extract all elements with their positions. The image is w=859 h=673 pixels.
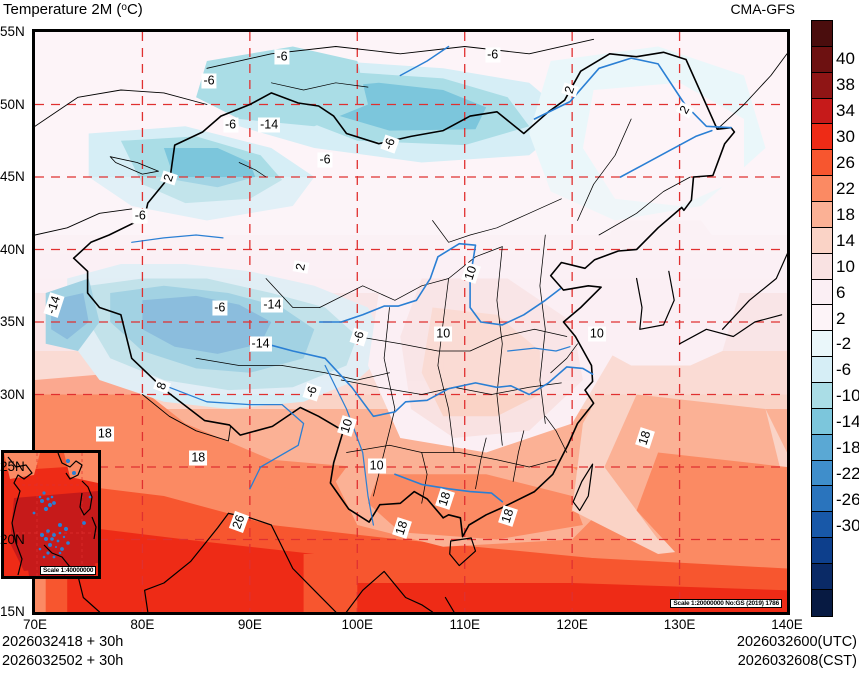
contour-label: 10 — [434, 326, 452, 341]
colorbar-band — [812, 357, 832, 383]
colorbar-band — [812, 486, 832, 512]
lat-tick-50n: 50N — [0, 97, 32, 112]
colorbar-band — [812, 254, 832, 280]
colorbar-tick: -14 — [836, 412, 859, 432]
colorbar[interactable] — [811, 20, 833, 617]
colorbar-band — [812, 176, 832, 202]
colorbar-tick: 10 — [836, 257, 855, 277]
colorbar-band — [812, 202, 832, 228]
lon-tick-80e: 80E — [130, 617, 154, 632]
colorbar-tick: -22 — [836, 464, 859, 484]
contour-label: -14 — [261, 297, 283, 312]
colorbar-band — [812, 590, 832, 616]
colorbar-tick: 40 — [836, 49, 855, 69]
model-name-label: CMA-GFS — [730, 1, 795, 17]
contour-label: 10 — [368, 458, 386, 473]
colorbar-tick: -2 — [836, 334, 851, 354]
contour-label: -6 — [485, 48, 500, 63]
lat-tick-20n: 20N — [0, 532, 32, 547]
colorbar-band — [812, 280, 832, 306]
inset-scale-label: Scale 1:40000000 — [40, 566, 96, 575]
colorbar-band — [812, 331, 832, 357]
colorbar-tick: 26 — [836, 153, 855, 173]
footer-init-utc: 2026032418 + 30h — [2, 634, 123, 650]
lat-tick-30n: 30N — [0, 387, 32, 402]
page-title: Temperature 2M (oC) — [3, 1, 143, 18]
colorbar-band — [812, 21, 832, 47]
lon-tick-90e: 90E — [238, 617, 262, 632]
footer-valid-utc: 2026032600(UTC) — [737, 634, 857, 650]
colorbar-band — [812, 409, 832, 435]
colorbar-tick: -6 — [836, 360, 851, 380]
footer-valid-cst: 2026032608(CST) — [738, 653, 857, 669]
colorbar-tick: -30 — [836, 516, 859, 536]
colorbar-band — [812, 383, 832, 409]
colorbar-tick: 34 — [836, 101, 855, 121]
colorbar-band — [812, 512, 832, 538]
colorbar-band — [812, 564, 832, 590]
colorbar-tick: 14 — [836, 231, 855, 251]
lon-tick-110e: 110E — [449, 617, 480, 632]
footer-init-cst: 2026032502 + 30h — [2, 653, 123, 669]
colorbar-band — [812, 435, 832, 461]
colorbar-band — [812, 73, 832, 99]
colorbar-band — [812, 124, 832, 150]
contour-label: 10 — [588, 326, 606, 341]
lat-tick-55n: 55N — [0, 24, 32, 39]
colorbar-tick: 38 — [836, 75, 855, 95]
contour-label: 2 — [293, 260, 310, 273]
contour-label: -14 — [250, 336, 272, 351]
contour-label: -6 — [223, 117, 238, 132]
page-title-suffix: C) — [127, 1, 143, 18]
colorbar-tick: 22 — [836, 179, 855, 199]
contour-label: -6 — [317, 152, 332, 167]
lon-tick-130e: 130E — [664, 617, 696, 632]
colorbar-band — [812, 228, 832, 254]
contour-label: 18 — [96, 426, 114, 441]
colorbar-band — [812, 150, 832, 176]
colorbar-band — [812, 99, 832, 125]
colorbar-band — [812, 461, 832, 487]
colorbar-tick: 6 — [836, 283, 845, 303]
map-canvas — [35, 32, 787, 612]
colorbar-tick: 2 — [836, 309, 845, 329]
lat-tick-35n: 35N — [0, 314, 32, 329]
page-title-prefix: Temperature 2M ( — [3, 1, 121, 18]
contour-label: -6 — [212, 300, 227, 315]
colorbar-tick: 30 — [836, 127, 855, 147]
contour-label: 18 — [189, 451, 207, 466]
contour-label: -6 — [133, 209, 148, 224]
map-frame[interactable]: Scale 1:20000000 No:GS (2019) 1786 — [32, 29, 790, 615]
map-scale-label: Scale 1:20000000 No:GS (2019) 1786 — [670, 599, 782, 608]
lat-tick-25n: 25N — [0, 459, 32, 474]
colorbar-band — [812, 538, 832, 564]
contour-label: -14 — [258, 117, 280, 132]
colorbar-tick: -18 — [836, 438, 859, 458]
colorbar-tick: -10 — [836, 386, 859, 406]
temperature-map-page: Temperature 2M (oC) CMA-GFS Scale 1:2000… — [0, 0, 859, 673]
lon-tick-140e: 140E — [771, 617, 803, 632]
lon-tick-120e: 120E — [556, 617, 588, 632]
colorbar-tick: -26 — [836, 490, 859, 510]
lat-tick-40n: 40N — [0, 242, 32, 257]
lon-tick-70e: 70E — [23, 617, 47, 632]
contour-label: -6 — [201, 74, 216, 89]
lon-tick-100e: 100E — [342, 617, 374, 632]
contour-label: -6 — [275, 49, 290, 64]
colorbar-band — [812, 47, 832, 73]
lat-tick-45n: 45N — [0, 169, 32, 184]
colorbar-band — [812, 305, 832, 331]
colorbar-tick: 18 — [836, 205, 855, 225]
